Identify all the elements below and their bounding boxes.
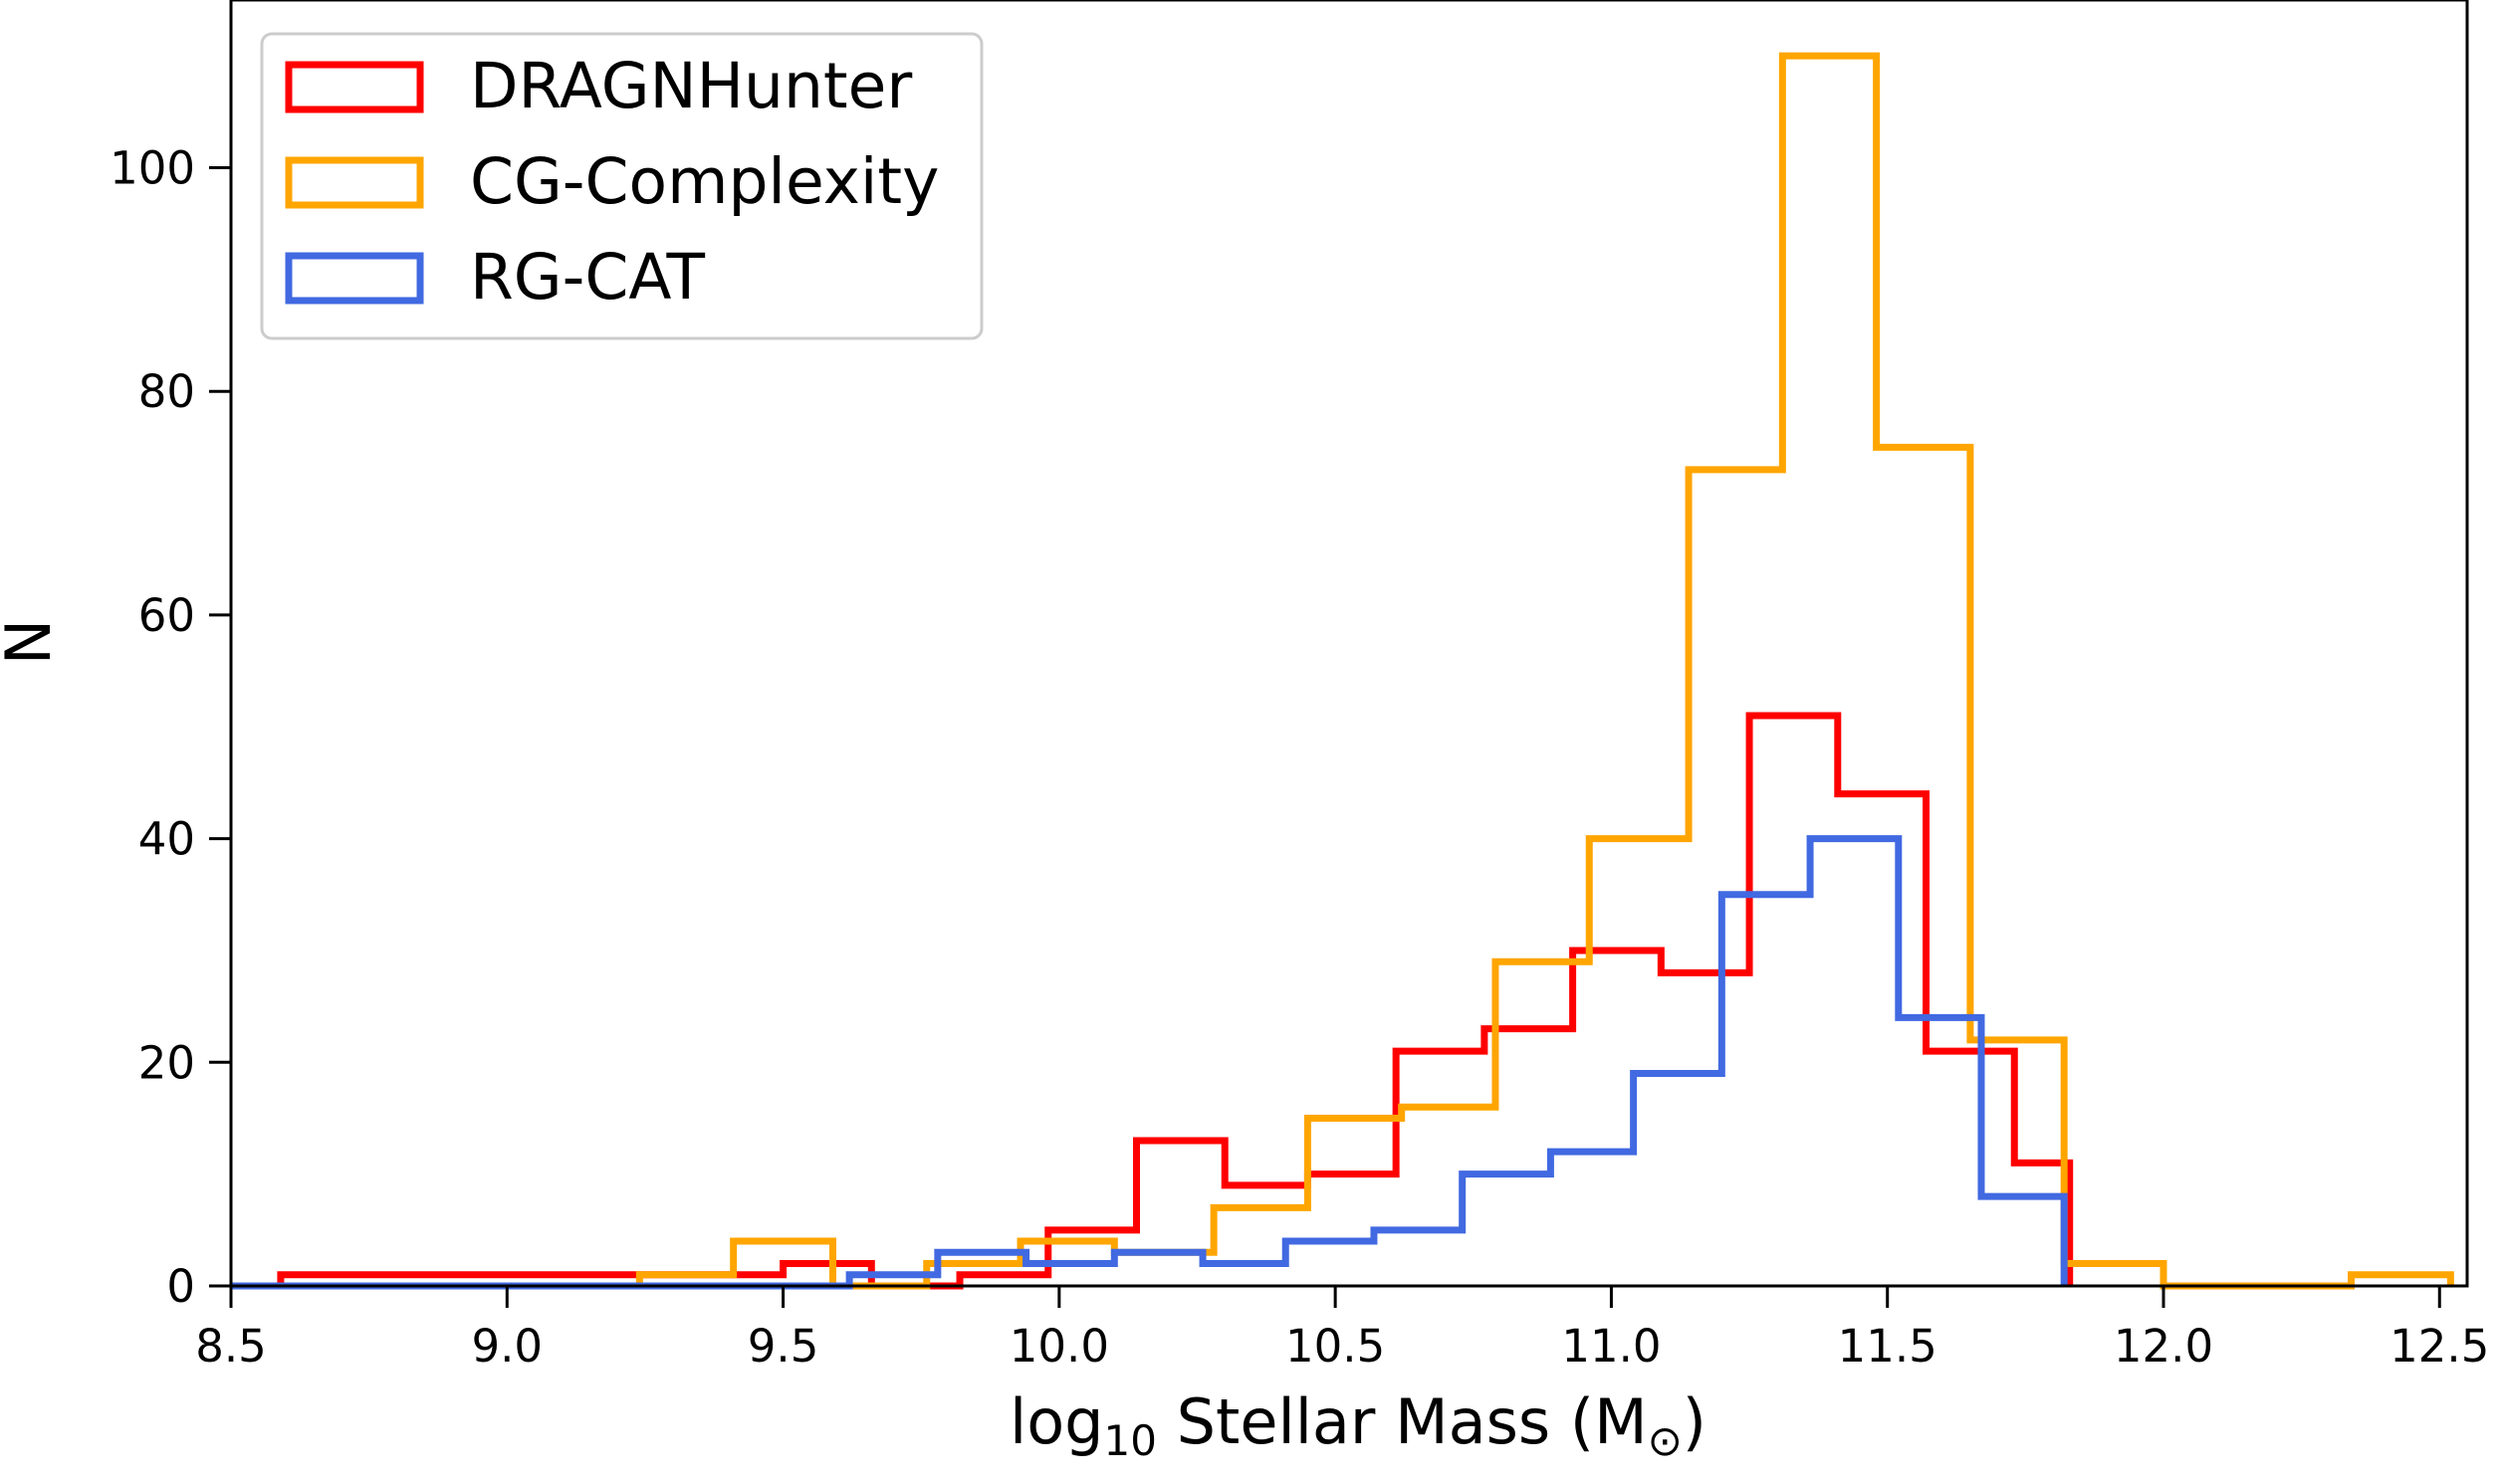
legend-box bbox=[260, 32, 984, 340]
x-tick-label: 11.5 bbox=[1838, 1320, 1937, 1373]
x-axis-label-sun-symbol: ⊙ bbox=[1648, 1416, 1683, 1465]
x-axis-ticks: 8.5 9.0 9.5 10.0 10.5 11.0 11.5 12.0 12.5 bbox=[195, 1286, 2489, 1373]
series-cg-complexity-step bbox=[635, 52, 2454, 1290]
x-tick-label: 10.5 bbox=[1285, 1320, 1385, 1373]
series-layer bbox=[231, 52, 2454, 1290]
legend-label-cg-complexity: CG-Complexity bbox=[470, 145, 939, 218]
x-tick-label: 11.0 bbox=[1561, 1320, 1661, 1373]
legend-label-dragnhunter: DRAGNHunter bbox=[470, 50, 912, 122]
y-tick-label: 100 bbox=[110, 142, 195, 195]
plot-frame bbox=[229, 0, 2469, 1288]
y-tick-label: 40 bbox=[138, 813, 195, 866]
x-axis-label: log10 Stellar Mass (M⊙) bbox=[1010, 1385, 1706, 1465]
legend: DRAGNHunter CG-Complexity RG-CAT bbox=[260, 32, 984, 340]
x-tick-label: 9.0 bbox=[471, 1320, 543, 1373]
series-rg-cat-step bbox=[231, 835, 2068, 1290]
y-tick-label: 0 bbox=[166, 1260, 195, 1313]
legend-swatch-dragnhunter bbox=[285, 61, 424, 113]
x-axis-label-close: ) bbox=[1683, 1385, 1706, 1458]
x-tick-label: 12.0 bbox=[2114, 1320, 2213, 1373]
x-tick-label: 10.0 bbox=[1010, 1320, 1109, 1373]
y-tick-label: 60 bbox=[138, 589, 195, 642]
x-tick-label: 8.5 bbox=[195, 1320, 267, 1373]
x-tick-label: 9.5 bbox=[748, 1320, 819, 1373]
x-axis-label-main: log bbox=[1010, 1385, 1104, 1458]
x-axis-label-rest: Stellar Mass (M bbox=[1157, 1385, 1648, 1458]
x-axis-label-subscript: 10 bbox=[1104, 1416, 1157, 1465]
legend-swatch-cg-complexity bbox=[285, 156, 424, 209]
legend-swatch-rg-cat bbox=[285, 252, 424, 305]
y-axis-ticks: 0 20 40 60 80 100 bbox=[110, 142, 231, 1313]
y-tick-label: 20 bbox=[138, 1036, 195, 1089]
x-tick-label: 12.5 bbox=[2389, 1320, 2489, 1373]
y-tick-label: 80 bbox=[138, 365, 195, 418]
y-axis-label: N bbox=[0, 619, 65, 665]
legend-label-rg-cat: RG-CAT bbox=[470, 241, 706, 314]
